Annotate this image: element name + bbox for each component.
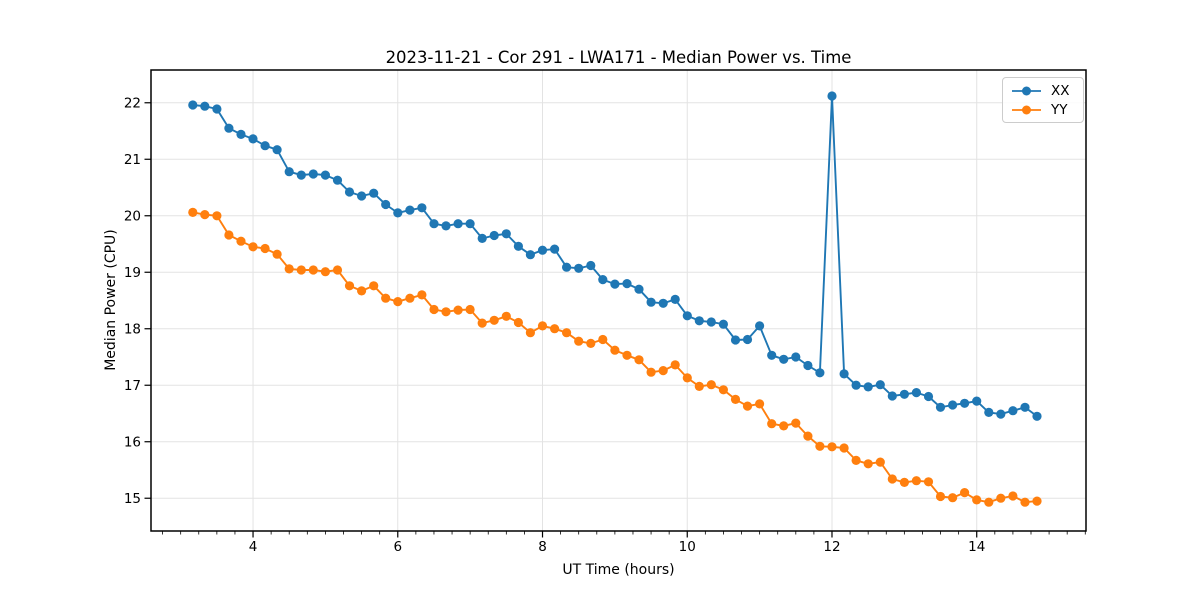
legend: XX YY bbox=[1002, 77, 1084, 123]
y-axis-label: Median Power (CPU) bbox=[103, 229, 119, 371]
legend-label-yy: YY bbox=[1051, 101, 1068, 118]
svg-text:6: 6 bbox=[393, 539, 402, 555]
legend-swatch-yy-icon bbox=[1012, 105, 1041, 114]
series-YY bbox=[188, 207, 1042, 507]
svg-text:19: 19 bbox=[124, 265, 141, 281]
y-axis: 15 16 17 18 19 20 21 22 bbox=[124, 96, 151, 507]
svg-text:17: 17 bbox=[124, 378, 141, 394]
svg-text:10: 10 bbox=[679, 539, 696, 555]
x-axis: 4 6 8 10 12 14 bbox=[162, 531, 1086, 555]
svg-text:8: 8 bbox=[538, 539, 547, 555]
svg-text:22: 22 bbox=[124, 96, 141, 112]
legend-item-xx: XX bbox=[1010, 83, 1076, 99]
legend-swatch-xx-icon bbox=[1012, 86, 1041, 95]
svg-text:12: 12 bbox=[823, 539, 840, 555]
svg-text:16: 16 bbox=[124, 435, 141, 451]
svg-text:21: 21 bbox=[124, 152, 141, 168]
svg-text:20: 20 bbox=[124, 209, 141, 225]
svg-text:15: 15 bbox=[124, 491, 141, 507]
x-axis-label: UT Time (hours) bbox=[562, 562, 675, 578]
svg-text:4: 4 bbox=[249, 539, 258, 555]
grid bbox=[151, 70, 1086, 531]
svg-text:18: 18 bbox=[124, 322, 141, 338]
chart-title: 2023-11-21 - Cor 291 - LWA171 - Median P… bbox=[385, 48, 852, 67]
legend-item-yy: YY bbox=[1010, 102, 1076, 118]
plot-border bbox=[150, 69, 1087, 532]
series-XX bbox=[188, 91, 1042, 421]
legend-label-xx: XX bbox=[1051, 82, 1070, 99]
svg-text:14: 14 bbox=[968, 539, 985, 555]
